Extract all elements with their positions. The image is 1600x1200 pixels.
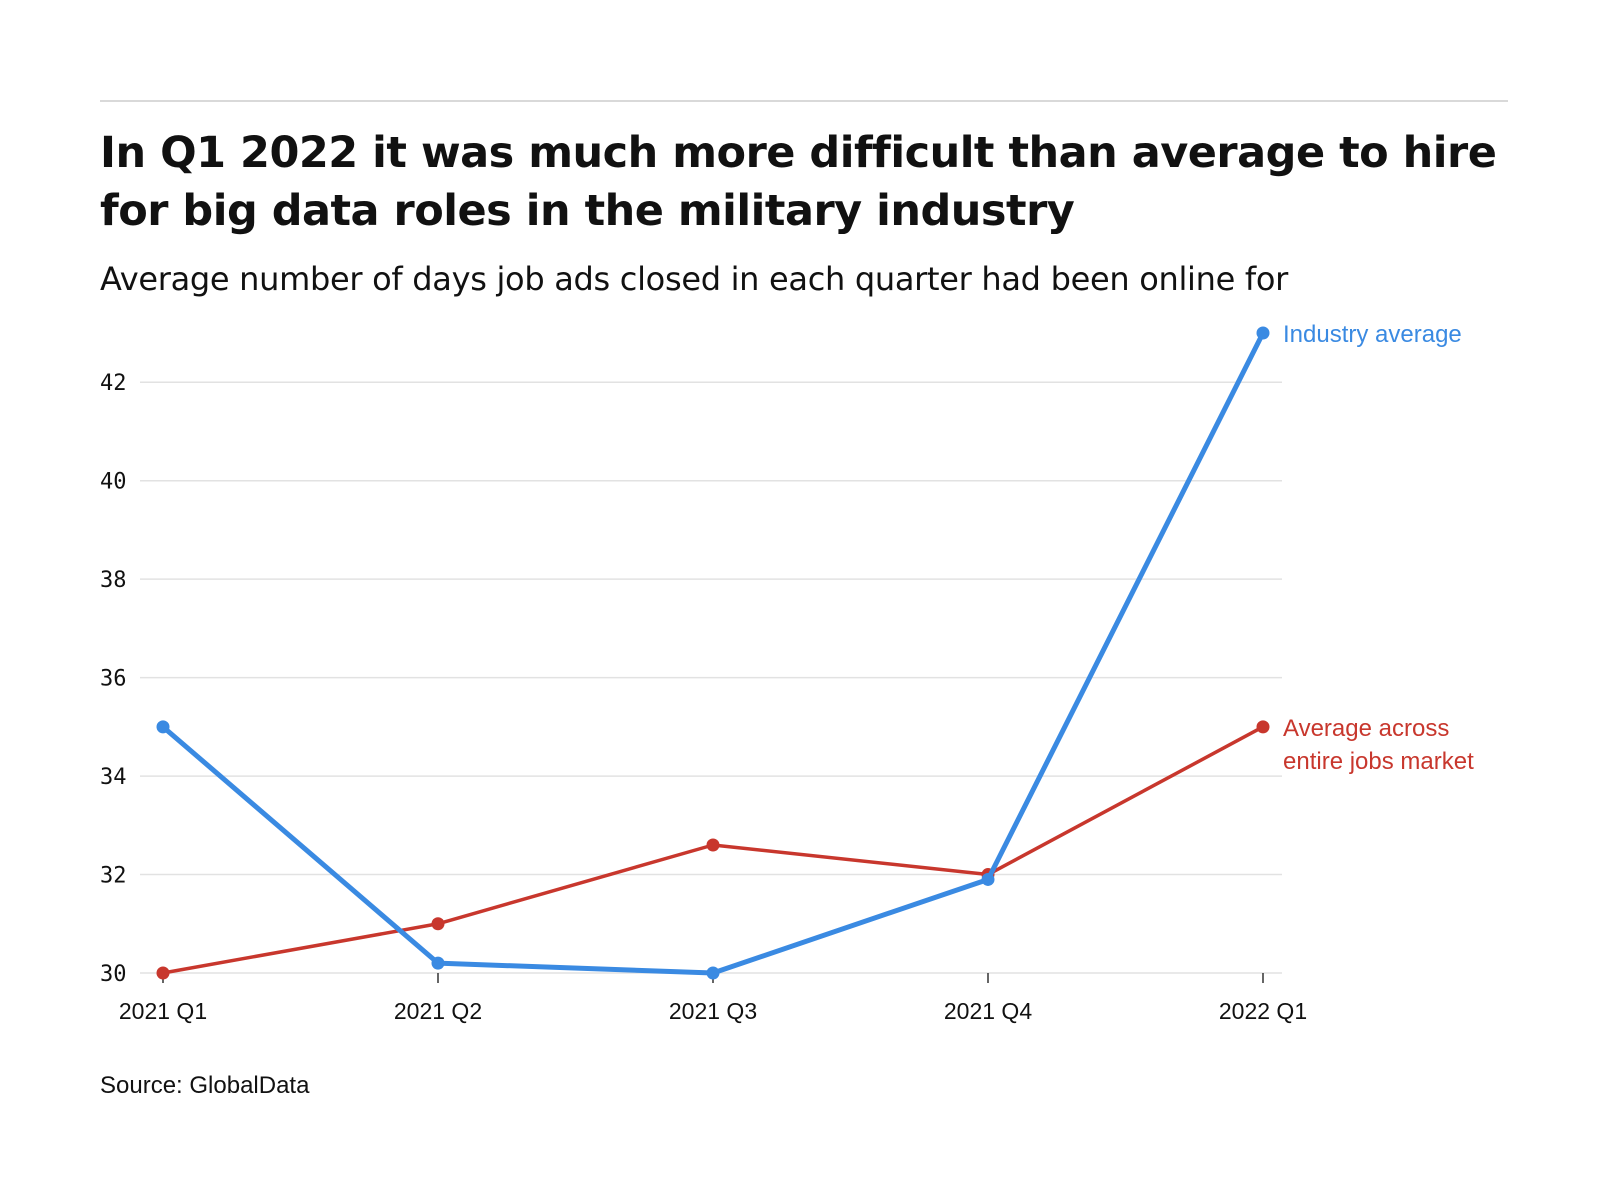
chart-subtitle: Average number of days job ads closed in… [100, 260, 1288, 298]
series-line [160, 330, 1266, 976]
y-tick-label: 36 [100, 667, 127, 692]
data-point [981, 872, 995, 886]
data-point [706, 966, 720, 980]
data-point [431, 917, 445, 931]
series-labels: Industry average Average across entire job… [1283, 321, 1474, 775]
data-point [706, 838, 720, 852]
data-point [156, 720, 170, 734]
chart-title: In Q1 2022 it was much more difficult th… [100, 128, 1497, 236]
y-tick-label: 38 [100, 568, 127, 593]
x-tick-label: 2021 Q1 [119, 998, 207, 1024]
y-tick-label: 30 [100, 962, 127, 987]
series-label: Industry average [1283, 321, 1462, 348]
series-label-line: Average across [1283, 715, 1449, 742]
x-tick-label: 2021 Q2 [394, 998, 482, 1024]
y-tick-label: 32 [100, 864, 127, 889]
source-note: Source: GlobalData [100, 1072, 310, 1099]
series-label-line: entire jobs market [1283, 748, 1474, 775]
y-axis-tick-labels: 30 32 34 36 38 40 42 [100, 371, 127, 987]
series-label: Average across entire jobs market [1283, 715, 1474, 775]
x-tick-label: 2022 Q1 [1219, 998, 1307, 1024]
series-industry-average [156, 326, 1270, 980]
series-label-line: Industry average [1283, 321, 1462, 348]
x-tick-label: 2021 Q4 [944, 998, 1032, 1024]
data-point [1256, 326, 1270, 340]
x-tick-label: 2021 Q3 [669, 998, 757, 1024]
y-tick-label: 34 [100, 765, 127, 790]
series-market-average [156, 720, 1270, 980]
data-point [1256, 720, 1270, 734]
gridlines [140, 381, 1282, 974]
x-axis: 2021 Q1 2021 Q2 2021 Q3 2021 Q4 2022 Q1 [119, 973, 1307, 1024]
series [156, 326, 1270, 980]
data-point [156, 966, 170, 980]
top-divider [100, 100, 1508, 102]
y-tick-label: 40 [100, 470, 127, 495]
y-tick-label: 42 [100, 371, 127, 396]
data-point [431, 956, 445, 970]
